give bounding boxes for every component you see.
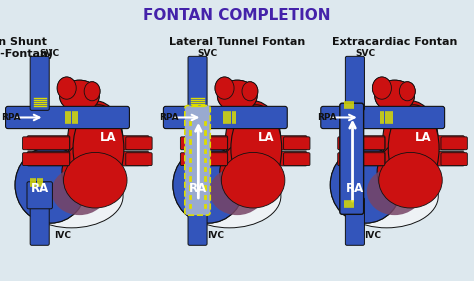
FancyBboxPatch shape <box>280 136 307 150</box>
Ellipse shape <box>73 105 124 192</box>
Ellipse shape <box>377 140 438 204</box>
Ellipse shape <box>84 82 100 101</box>
Ellipse shape <box>373 77 392 99</box>
FancyBboxPatch shape <box>283 137 310 150</box>
Text: FONTAN COMPLETION: FONTAN COMPLETION <box>143 8 331 23</box>
Ellipse shape <box>20 164 123 228</box>
Ellipse shape <box>64 152 127 208</box>
FancyBboxPatch shape <box>27 182 53 209</box>
Text: IVC: IVC <box>207 231 224 240</box>
Ellipse shape <box>52 167 107 215</box>
Ellipse shape <box>60 80 99 112</box>
Ellipse shape <box>60 80 99 112</box>
Ellipse shape <box>375 80 414 112</box>
Ellipse shape <box>221 152 285 208</box>
FancyBboxPatch shape <box>338 153 385 166</box>
FancyBboxPatch shape <box>321 106 445 129</box>
Ellipse shape <box>373 77 392 99</box>
Ellipse shape <box>215 77 234 99</box>
FancyBboxPatch shape <box>441 137 467 150</box>
Text: RPA: RPA <box>159 113 179 122</box>
FancyBboxPatch shape <box>185 152 228 166</box>
Ellipse shape <box>383 101 438 180</box>
Ellipse shape <box>173 147 245 223</box>
Ellipse shape <box>400 82 415 101</box>
Ellipse shape <box>15 147 87 223</box>
Ellipse shape <box>57 77 76 99</box>
FancyBboxPatch shape <box>342 136 385 150</box>
FancyBboxPatch shape <box>30 56 49 110</box>
FancyBboxPatch shape <box>338 137 385 150</box>
FancyBboxPatch shape <box>438 136 465 150</box>
Text: LA: LA <box>100 131 116 144</box>
FancyBboxPatch shape <box>438 152 465 166</box>
Ellipse shape <box>15 147 87 223</box>
FancyBboxPatch shape <box>185 106 210 215</box>
FancyBboxPatch shape <box>181 137 228 150</box>
Ellipse shape <box>62 140 122 204</box>
Text: RPA: RPA <box>1 113 21 122</box>
Ellipse shape <box>330 147 402 223</box>
Text: RA: RA <box>30 182 49 195</box>
FancyBboxPatch shape <box>346 198 365 245</box>
Ellipse shape <box>220 140 280 204</box>
FancyBboxPatch shape <box>122 136 149 150</box>
FancyBboxPatch shape <box>346 56 365 110</box>
Ellipse shape <box>173 147 245 223</box>
FancyBboxPatch shape <box>23 153 70 166</box>
Ellipse shape <box>379 152 442 208</box>
Ellipse shape <box>388 105 439 192</box>
FancyBboxPatch shape <box>185 136 228 150</box>
FancyBboxPatch shape <box>27 136 70 150</box>
Text: Glenn Shunt
(Hemi-Fontan): Glenn Shunt (Hemi-Fontan) <box>0 37 53 59</box>
FancyBboxPatch shape <box>441 153 467 166</box>
Text: IVC: IVC <box>365 231 382 240</box>
Text: RPA: RPA <box>317 113 337 122</box>
Text: RA: RA <box>346 182 364 195</box>
FancyBboxPatch shape <box>283 153 310 166</box>
FancyBboxPatch shape <box>27 152 70 166</box>
Text: LA: LA <box>257 131 274 144</box>
FancyBboxPatch shape <box>126 153 152 166</box>
Ellipse shape <box>231 105 282 192</box>
Ellipse shape <box>242 82 258 101</box>
FancyBboxPatch shape <box>280 152 307 166</box>
Ellipse shape <box>67 101 123 180</box>
FancyBboxPatch shape <box>188 198 207 245</box>
Ellipse shape <box>330 147 402 223</box>
FancyBboxPatch shape <box>188 56 207 110</box>
Text: SVC: SVC <box>355 49 375 58</box>
FancyBboxPatch shape <box>30 198 49 245</box>
Text: LA: LA <box>415 131 431 144</box>
FancyBboxPatch shape <box>342 152 385 166</box>
Text: Lateral Tunnel Fontan: Lateral Tunnel Fontan <box>169 37 305 47</box>
Text: SVC: SVC <box>40 49 60 58</box>
Text: RA: RA <box>188 182 207 195</box>
FancyBboxPatch shape <box>6 106 129 129</box>
Ellipse shape <box>178 164 281 228</box>
Ellipse shape <box>225 101 281 180</box>
Ellipse shape <box>375 80 414 112</box>
FancyBboxPatch shape <box>181 153 228 166</box>
Ellipse shape <box>367 167 422 215</box>
Ellipse shape <box>215 77 234 99</box>
Ellipse shape <box>84 82 100 101</box>
FancyBboxPatch shape <box>122 152 149 166</box>
Ellipse shape <box>400 82 415 101</box>
Ellipse shape <box>57 77 76 99</box>
Text: Extracardiac Fontan: Extracardiac Fontan <box>332 37 457 47</box>
FancyBboxPatch shape <box>126 137 152 150</box>
FancyBboxPatch shape <box>340 103 364 214</box>
Text: IVC: IVC <box>54 231 71 240</box>
FancyBboxPatch shape <box>164 106 287 129</box>
Ellipse shape <box>218 80 257 112</box>
Ellipse shape <box>210 167 265 215</box>
Text: SVC: SVC <box>198 49 218 58</box>
Ellipse shape <box>242 82 258 101</box>
Ellipse shape <box>335 164 438 228</box>
Ellipse shape <box>218 80 257 112</box>
FancyBboxPatch shape <box>23 137 70 150</box>
